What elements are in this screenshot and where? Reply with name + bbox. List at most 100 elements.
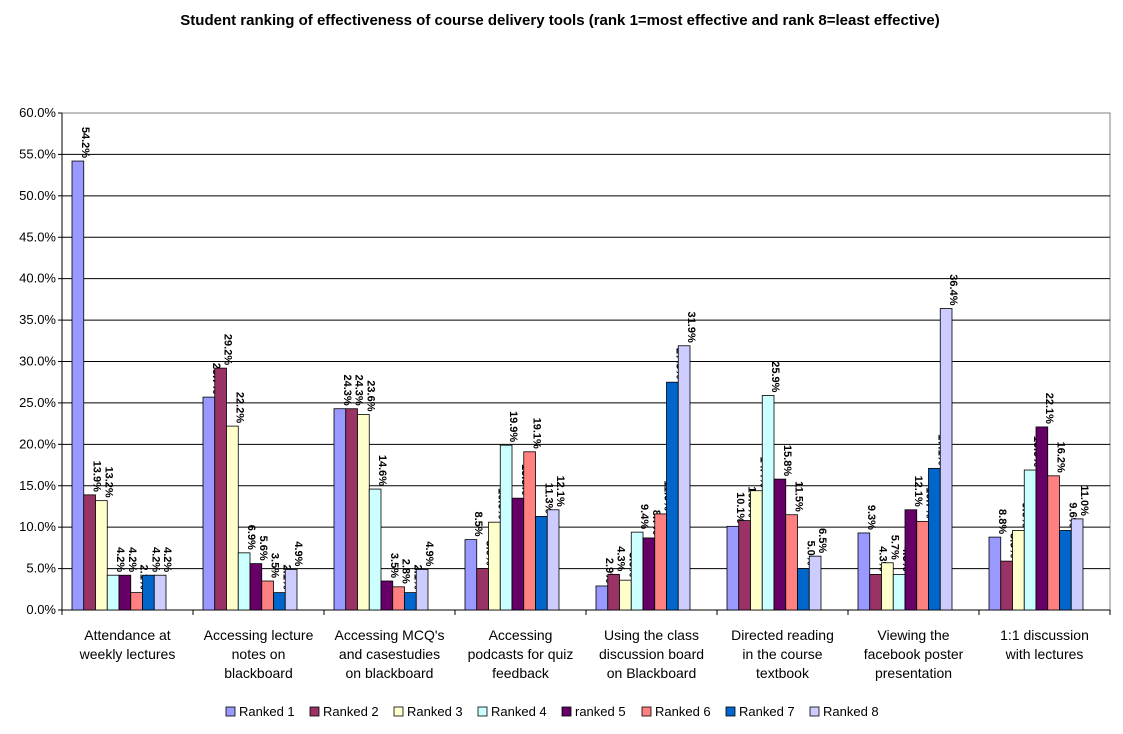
y-tick-label: 40.0% (19, 271, 56, 286)
legend-swatch (561, 706, 572, 717)
data-label: 4.2% (114, 547, 126, 572)
bar (273, 592, 286, 611)
y-tick-label: 50.0% (19, 188, 56, 203)
x-category-label: on Blackboard (607, 665, 697, 681)
bar (546, 509, 560, 611)
data-label: 8.8% (996, 509, 1008, 534)
bar (1023, 469, 1037, 611)
data-label: 12.1% (554, 476, 566, 507)
x-category-label: with lectures (1005, 646, 1084, 662)
x-category-label: Attendance at (84, 627, 171, 643)
data-label: 19.9% (507, 411, 519, 442)
data-label: 9.3% (865, 505, 877, 530)
data-label: 4.9% (292, 541, 304, 566)
y-tick-label: 60.0% (19, 105, 56, 120)
chart-title: Student ranking of effectiveness of cour… (180, 12, 940, 29)
data-label: 13.2% (102, 466, 114, 497)
bar (368, 488, 382, 611)
bar (404, 592, 417, 611)
data-label: 54.2% (79, 127, 91, 158)
legend-label: Ranked 8 (823, 704, 879, 719)
bar (630, 531, 644, 611)
bar (654, 513, 667, 611)
legend-label: Ranked 4 (491, 704, 547, 719)
x-category-label: weekly lectures (79, 646, 176, 662)
bar (785, 514, 798, 611)
bar (869, 573, 882, 611)
bar (988, 536, 1002, 611)
y-tick-label: 45.0% (19, 229, 56, 244)
bar (95, 500, 108, 611)
x-category-label: in the course (742, 646, 822, 662)
data-label: 22.2% (233, 392, 245, 423)
legend-swatch (809, 706, 820, 717)
data-label: 4.2% (161, 547, 173, 572)
data-label: 11.5% (793, 481, 805, 512)
bar (892, 573, 906, 611)
data-label: 11.3% (542, 483, 554, 514)
x-category-label: on blackboard (346, 665, 434, 681)
bar (607, 573, 620, 611)
data-label: 6.9% (245, 525, 257, 550)
data-label: 4.2% (149, 547, 161, 572)
x-category-label: facebook poster (864, 646, 964, 662)
bar (1000, 560, 1013, 611)
y-tick-label: 25.0% (19, 395, 56, 410)
legend-swatch (641, 706, 652, 717)
bar (284, 569, 298, 611)
bar (535, 515, 548, 611)
legend-swatch (393, 706, 404, 717)
bar (130, 592, 143, 611)
y-tick-label: 0.0% (26, 602, 56, 617)
data-label: 8.5% (472, 512, 484, 537)
bar (226, 425, 239, 611)
y-tick-label: 5.0% (26, 561, 56, 576)
data-label: 15.8% (781, 445, 793, 476)
legend-label: Ranked 2 (323, 704, 379, 719)
bar (726, 525, 740, 611)
legend-label: ranked 5 (575, 704, 626, 719)
bar (153, 574, 167, 611)
bar (142, 574, 155, 611)
legend-label: Ranked 1 (239, 704, 295, 719)
data-label: 24.3% (353, 375, 365, 406)
data-label: 6.5% (816, 528, 828, 553)
data-label: 4.2% (126, 547, 138, 572)
bar (523, 451, 536, 611)
bar (642, 537, 656, 611)
x-category-label: Accessing MCQ's (334, 627, 444, 643)
bar (904, 509, 918, 611)
bar (1012, 530, 1025, 611)
x-category-label: discussion board (599, 646, 704, 662)
data-label: 11.0% (1078, 485, 1090, 516)
bar (619, 579, 632, 611)
data-label: 16.2% (1055, 442, 1067, 473)
bar (939, 308, 953, 611)
x-category-label: 1:1 discussion (1000, 627, 1089, 643)
bar (499, 444, 513, 611)
bar (808, 555, 822, 611)
x-category-label: Accessing lecture (204, 627, 314, 643)
data-label: 12.1% (912, 476, 924, 507)
bar (488, 521, 501, 611)
legend-swatch (477, 706, 488, 717)
data-label: 31.9% (685, 312, 697, 343)
data-label: 5.6% (257, 536, 269, 561)
bar (1047, 475, 1060, 611)
y-tick-label: 15.0% (19, 478, 56, 493)
x-category-label: feedback (492, 665, 550, 681)
data-label: 3.5% (269, 553, 281, 578)
bar (1070, 518, 1084, 611)
data-label: 23.6% (364, 380, 376, 411)
bar (476, 568, 489, 611)
bar (357, 414, 370, 611)
bar (750, 490, 763, 611)
data-label: 9.4% (638, 504, 650, 529)
y-tick-label: 35.0% (19, 312, 56, 327)
bar (249, 563, 263, 611)
data-label: 3.5% (388, 553, 400, 578)
legend-swatch (309, 706, 320, 717)
data-label: 2.8% (400, 559, 412, 584)
